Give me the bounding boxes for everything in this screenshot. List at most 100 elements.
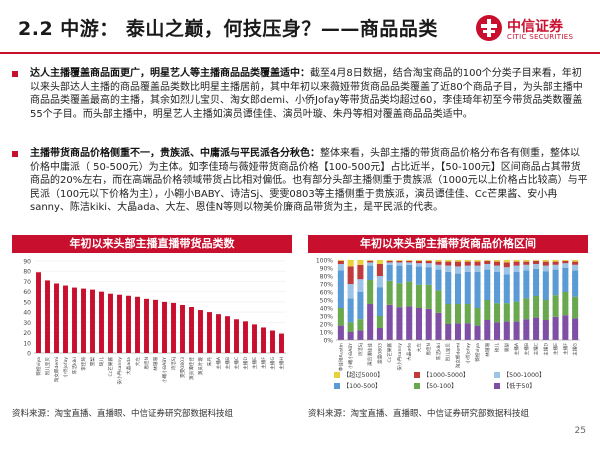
x-tick-label: 烈儿宝贝 — [44, 357, 51, 376]
legend-label: 【低于50】 — [503, 382, 536, 390]
stacked-bar-segment — [454, 261, 462, 267]
stacked-bar-segment — [542, 271, 549, 300]
stacked-bar-segment — [562, 292, 569, 316]
stacked-bar-segment — [425, 260, 432, 264]
stacked-bar-segment — [425, 284, 432, 309]
stacked-bar-segment — [494, 261, 501, 266]
stacked-bar-segment — [464, 265, 471, 272]
stacked-bar-segment — [376, 287, 383, 316]
x-tick-label: 大左 — [134, 357, 141, 367]
bar — [99, 291, 104, 353]
x-tick-label: 恩佳N — [143, 357, 150, 370]
stacked-bar-segment — [376, 316, 383, 328]
stacked-bar-segment — [337, 308, 344, 326]
stacked-bar-segment — [464, 323, 471, 340]
stacked-bar-segment — [533, 317, 540, 340]
stacked-bar-segment — [572, 264, 579, 271]
stacked-bar-segment — [484, 300, 491, 320]
stacked-bar-segment — [386, 260, 393, 261]
bar — [180, 304, 185, 353]
stacked-bar-segment — [435, 260, 442, 262]
x-tick-label: 主播E — [552, 343, 559, 355]
stacked-bar-segment — [386, 304, 393, 340]
stacked-bar-segment — [367, 260, 374, 263]
stacked-bar-segment — [523, 319, 530, 340]
stacked-bar-segment — [406, 281, 413, 307]
stacked-bar-segment — [415, 260, 422, 261]
stacked-bar-segment — [513, 301, 520, 322]
bullet-1: 达人主播覆盖商品面更广，明星艺人等主播商品品类覆盖适中：截至4月8日数据，结合淘… — [12, 67, 588, 121]
bar — [198, 310, 203, 353]
stacked-bar-segment — [425, 260, 432, 261]
stacked-bar-segment — [376, 328, 383, 340]
x-tick-label: 恩佳N — [425, 343, 432, 356]
x-tick-label: 主播H — [278, 357, 285, 370]
stacked-bar-segment — [513, 261, 520, 266]
stacked-bar-segment — [376, 260, 383, 264]
stacked-bar-segment — [562, 260, 569, 264]
x-tick-label: 主播B — [224, 357, 231, 369]
stacked-bar-segment — [552, 264, 559, 270]
stacked-bar-segment — [552, 269, 559, 296]
stacked-bar-segment — [484, 260, 491, 264]
x-tick-label: 主播D — [542, 343, 549, 356]
x-tick-label: 琦儿 — [98, 357, 105, 367]
y-tick-label: 0% — [323, 338, 333, 345]
stacked-bar-segment — [347, 298, 354, 323]
y-tick-label: 60% — [320, 290, 334, 297]
stacked-bar-segment — [572, 296, 579, 319]
stacked-bar-segment — [406, 306, 413, 340]
y-tick-label: 60 — [23, 289, 31, 296]
stacked-bar-segment — [562, 260, 569, 261]
x-tick-label: 演员叶璇 — [197, 357, 204, 376]
stacked-bar-segment — [503, 260, 510, 263]
y-tick-label: 100% — [316, 258, 333, 265]
stacked-bar-segment — [552, 261, 559, 265]
stacked-bar-segment — [542, 300, 549, 320]
stacked-bar-segment — [357, 319, 364, 331]
stacked-bar-segment — [445, 261, 452, 266]
stacked-bar-segment — [357, 260, 364, 265]
y-tick-label: 40% — [320, 306, 334, 313]
x-tick-label: 雯雯0803 — [377, 343, 383, 364]
bar — [261, 327, 266, 353]
legend-swatch — [334, 372, 340, 378]
x-tick-label: 小翱小BABY — [161, 357, 168, 383]
stacked-bar-segment — [415, 284, 422, 308]
stacked-bar-segment — [376, 264, 383, 276]
x-tick-label: 主播G — [572, 343, 579, 356]
stacked-bar-segment — [357, 330, 364, 340]
stacked-bar-segment — [357, 264, 364, 280]
x-tick-label: 主播B — [523, 343, 530, 355]
stacked-bar-segment — [464, 261, 471, 266]
x-tick-label: 淘女郎demi — [53, 357, 60, 382]
stacked-bar-segment — [494, 260, 501, 262]
stacked-bar-segment — [347, 284, 354, 299]
left-chart-source: 资料来源：淘宝直播、直播眼、中信证券研究部数据科技组 — [12, 409, 234, 419]
bar — [207, 312, 212, 353]
bullet-2-lead: 主播带货商品价格侧重不一，贵族派、中庸派与平民派各分秋色： — [30, 148, 320, 159]
stacked-bar-segment — [415, 308, 422, 340]
stacked-bar-segment — [523, 298, 530, 320]
stacked-bar-segment — [337, 325, 344, 340]
stacked-bar-segment — [386, 264, 393, 281]
stacked-bar-segment — [454, 260, 462, 262]
bar — [108, 293, 113, 353]
stacked-bar-segment — [396, 265, 403, 284]
y-tick-label: 80% — [320, 274, 334, 281]
stacked-bar-segment — [474, 260, 481, 262]
stacked-bar-segment — [386, 262, 393, 265]
bar — [135, 296, 140, 353]
stacked-bar-segment — [445, 265, 452, 272]
stacked-bar-segment — [464, 304, 471, 324]
x-tick-label: 小侨Jofay — [62, 357, 69, 378]
y-tick-label: 0 — [27, 351, 31, 358]
bullet-marker-icon — [12, 71, 18, 77]
stacked-bar-segment — [552, 316, 559, 340]
bar — [225, 316, 230, 353]
x-tick-label: 林珊珊 — [484, 343, 491, 357]
stacked-bar-segment — [435, 264, 442, 270]
stacked-bar-segment — [454, 323, 462, 340]
stacked-bar-segment — [503, 262, 510, 268]
bar — [171, 302, 176, 353]
